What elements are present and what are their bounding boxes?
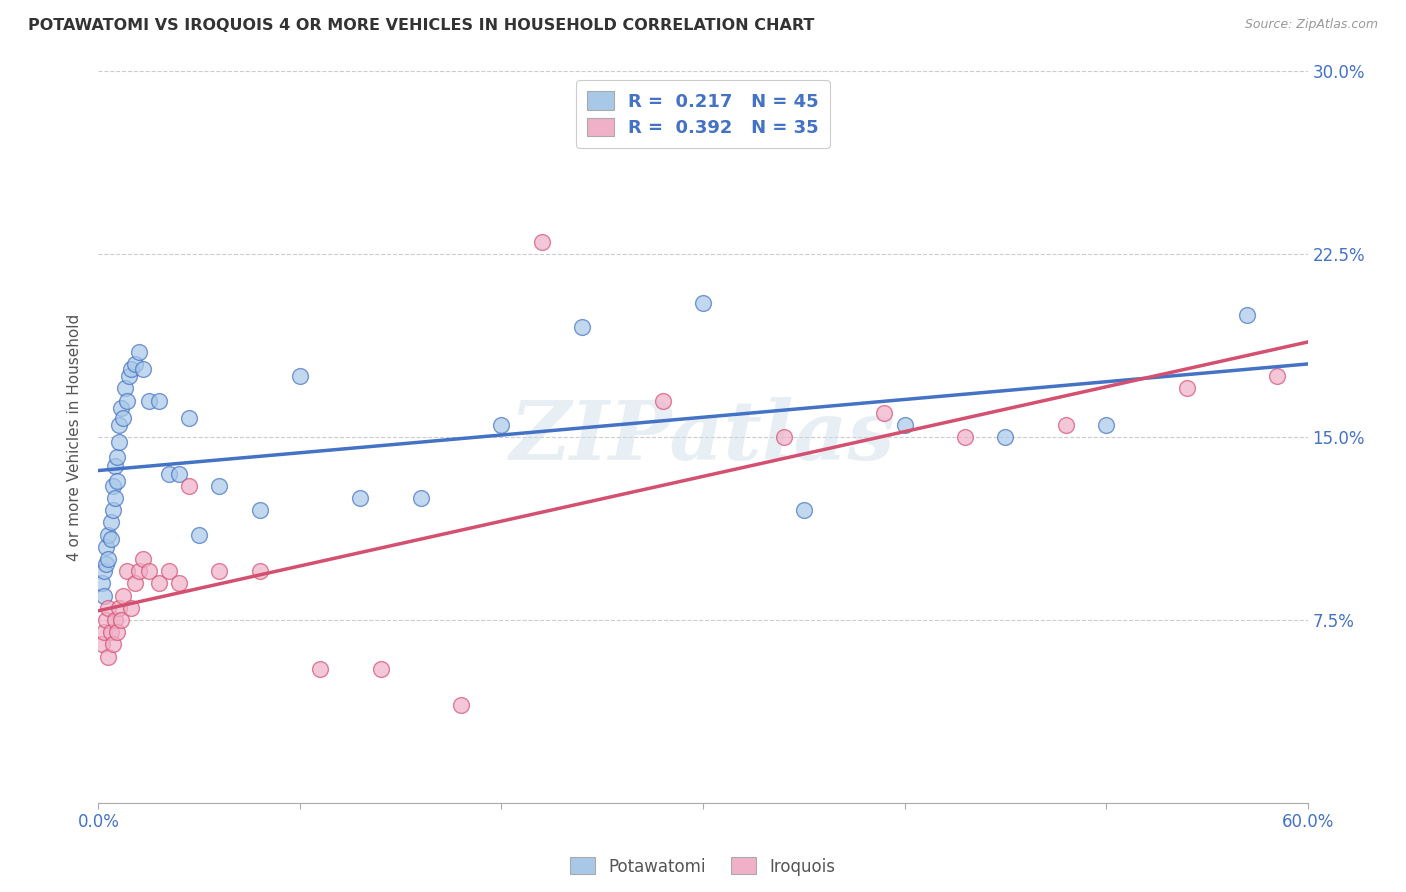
Point [111,589,134,603]
Point [157,467,180,481]
Point [128,344,150,359]
Point [101,503,124,517]
Point [994,430,1017,444]
Point [97,600,120,615]
Point [97,552,120,566]
Point [138,393,160,408]
Point [120,600,142,615]
Point [96,540,118,554]
Point [124,357,146,371]
Point [107,417,129,432]
Point [118,369,141,384]
Point [111,410,134,425]
Text: POTAWATOMI VS IROQUOIS 4 OR MORE VEHICLES IN HOUSEHOLD CORRELATION CHART: POTAWATOMI VS IROQUOIS 4 OR MORE VEHICLE… [28,18,814,33]
Point [96,557,118,571]
Point [309,662,332,676]
Legend: Potawatomi, Iroquois: Potawatomi, Iroquois [564,851,842,882]
Point [288,369,311,384]
Point [893,417,915,432]
Point [157,564,180,578]
Point [208,479,231,493]
Point [107,434,129,449]
Y-axis label: 4 or more Vehicles in Household: 4 or more Vehicles in Household [67,313,83,561]
Point [873,406,896,420]
Point [115,564,138,578]
Text: ZIPatlas: ZIPatlas [510,397,896,477]
Point [1095,417,1118,432]
Point [167,576,190,591]
Point [105,474,128,488]
Point [530,235,553,249]
Point [249,503,271,517]
Point [115,393,138,408]
Point [97,527,120,541]
Point [107,600,129,615]
Point [100,516,122,530]
Point [100,533,122,547]
Point [105,625,128,640]
Point [953,430,976,444]
Point [120,361,142,376]
Point [132,361,155,376]
Point [1175,381,1198,395]
Point [110,613,132,627]
Point [793,503,815,517]
Point [132,552,155,566]
Point [93,564,115,578]
Point [179,410,201,425]
Point [91,576,114,591]
Point [100,625,122,640]
Point [93,625,115,640]
Point [148,576,170,591]
Point [101,479,124,493]
Point [93,589,115,603]
Point [97,649,120,664]
Point [208,564,231,578]
Point [96,613,118,627]
Point [101,637,124,651]
Point [105,450,128,464]
Text: Source: ZipAtlas.com: Source: ZipAtlas.com [1244,18,1378,31]
Point [148,393,170,408]
Point [409,491,432,505]
Point [103,459,125,474]
Point [188,527,211,541]
Point [1236,308,1258,322]
Point [103,491,125,505]
Point [249,564,271,578]
Point [1054,417,1077,432]
Point [491,417,513,432]
Point [450,698,472,713]
Point [772,430,794,444]
Point [128,564,150,578]
Point [167,467,190,481]
Point [103,613,125,627]
Point [692,296,714,310]
Point [370,662,392,676]
Point [124,576,146,591]
Point [179,479,201,493]
Point [91,637,114,651]
Point [1267,369,1289,384]
Point [110,401,132,415]
Point [571,320,593,334]
Point [114,381,136,395]
Point [349,491,371,505]
Point [138,564,160,578]
Point [651,393,673,408]
